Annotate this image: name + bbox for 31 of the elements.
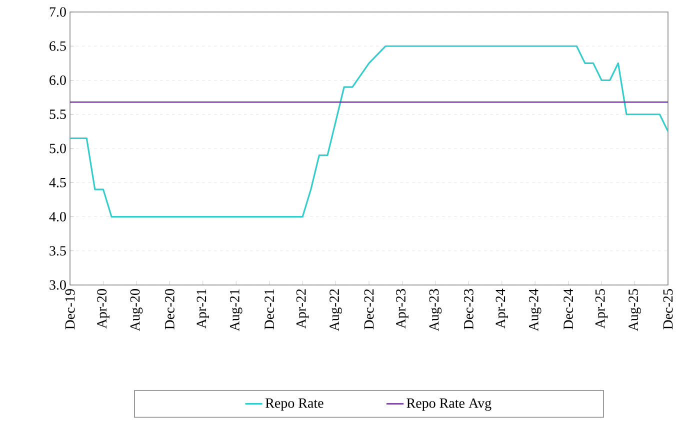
x-tick-label: Aug-23 <box>429 289 442 332</box>
x-tick-label: Aug-25 <box>628 289 641 332</box>
x-tick-label: Apr-21 <box>196 289 210 329</box>
x-tick-label: Apr-24 <box>496 288 508 329</box>
y-tick-label: 3.0 <box>50 280 66 290</box>
y-tick-label: 3.5 <box>50 246 66 256</box>
x-tick-label: Dec-22 <box>364 289 374 330</box>
line-series <box>70 45 668 218</box>
y-tick-label: 7.0 <box>50 7 66 17</box>
legend-label: Repo Rate Avg <box>406 398 492 411</box>
x-tick-label: Aug-24 <box>528 288 542 332</box>
x-tick-label: Aug-21 <box>230 289 242 332</box>
y-tick-label: 6.5 <box>50 41 66 51</box>
x-tick-label: Apr-23 <box>396 289 408 329</box>
x-tick-label: Dec-24 <box>564 288 574 330</box>
x-tick-label: Dec-21 <box>264 289 274 330</box>
y-tick-label: 4.0 <box>49 212 66 222</box>
y-tick-label: 5.5 <box>50 110 66 120</box>
y-tick-label: 6.0 <box>50 75 66 85</box>
y-tick-label: 4.5 <box>49 178 66 188</box>
x-tick-label: Apr-22 <box>296 289 309 329</box>
x-tick-label: Aug-20 <box>130 289 143 332</box>
x-tick-label: Apr-20 <box>97 289 110 329</box>
x-tick-label: Aug-22 <box>330 289 342 332</box>
x-tick-label: Apr-25 <box>595 289 608 329</box>
legend-label: Repo Rate <box>266 398 324 411</box>
x-tick-label: Dec-23 <box>464 289 474 330</box>
x-tick-label: Dec-19 <box>65 289 75 330</box>
y-tick-label: 5.0 <box>50 144 66 154</box>
x-tick-label: Dec-25 <box>663 289 673 330</box>
x-tick-label: Dec-20 <box>164 289 174 330</box>
